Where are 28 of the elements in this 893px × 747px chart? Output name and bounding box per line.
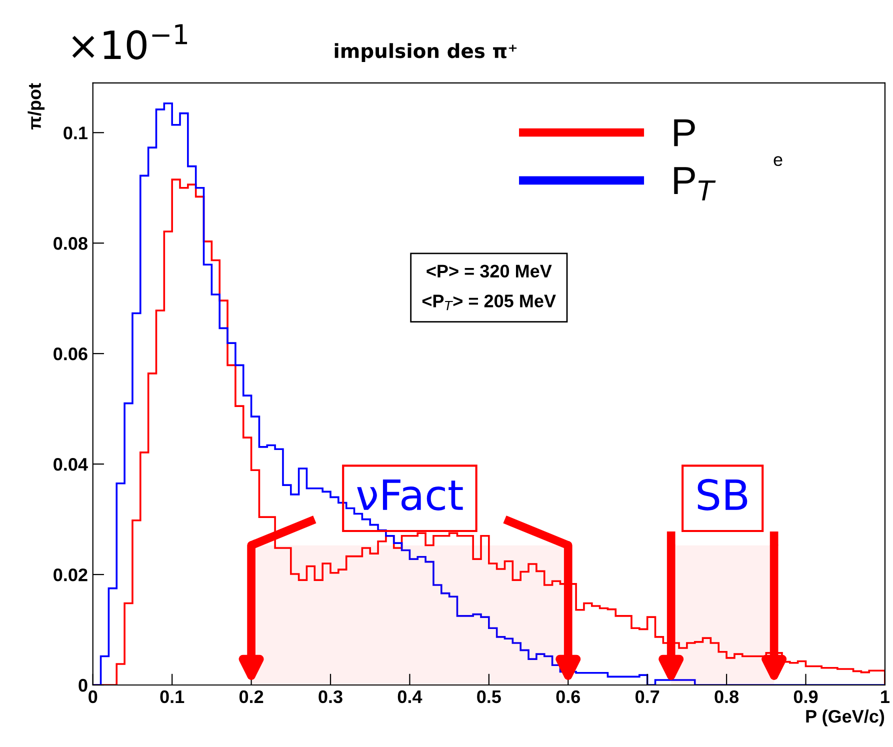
legend-label: P: [674, 119, 695, 146]
y-tick-label: 0.08: [54, 237, 88, 250]
band-label: νFact: [357, 479, 463, 510]
chart-title: impulsion des π⁺: [334, 43, 517, 62]
y-tick-label: 0: [78, 678, 88, 692]
x-tick-label: 0.6: [556, 690, 580, 704]
x-tick-label: 0.5: [477, 690, 501, 704]
text: ×10$^{−1}$: [72, 24, 188, 60]
x-tick-label: 0.4: [398, 690, 422, 704]
y-tick-label: 0.06: [54, 348, 88, 360]
x-tick-label: 1: [881, 690, 890, 703]
band-label: SB: [698, 478, 748, 510]
x-tick-label: 0.9: [794, 690, 818, 704]
x-tick-label: 0.3: [318, 690, 342, 704]
x-tick-label: 0.2: [239, 690, 264, 704]
annotation: <P$_{T}$> = 205 MeV: [422, 294, 556, 310]
x-tick-label: 0.7: [636, 690, 660, 704]
x-tick-label: 0: [88, 690, 98, 704]
y-tick-label: 0.02: [54, 568, 88, 582]
x-tick-label: 0.8: [714, 690, 739, 704]
y-tick-label: 0.04: [54, 458, 88, 471]
annotation: e: [774, 156, 782, 166]
y-axis-title: π/pot: [28, 83, 45, 130]
x-axis-title: P (GeV/c): [806, 709, 884, 726]
legend-label: P$_{T}$: [674, 167, 716, 200]
x-tick-label: 0.1: [160, 690, 184, 704]
annotation: <P> = 320 MeV: [426, 264, 552, 278]
y-tick-label: 0.1: [64, 126, 88, 140]
